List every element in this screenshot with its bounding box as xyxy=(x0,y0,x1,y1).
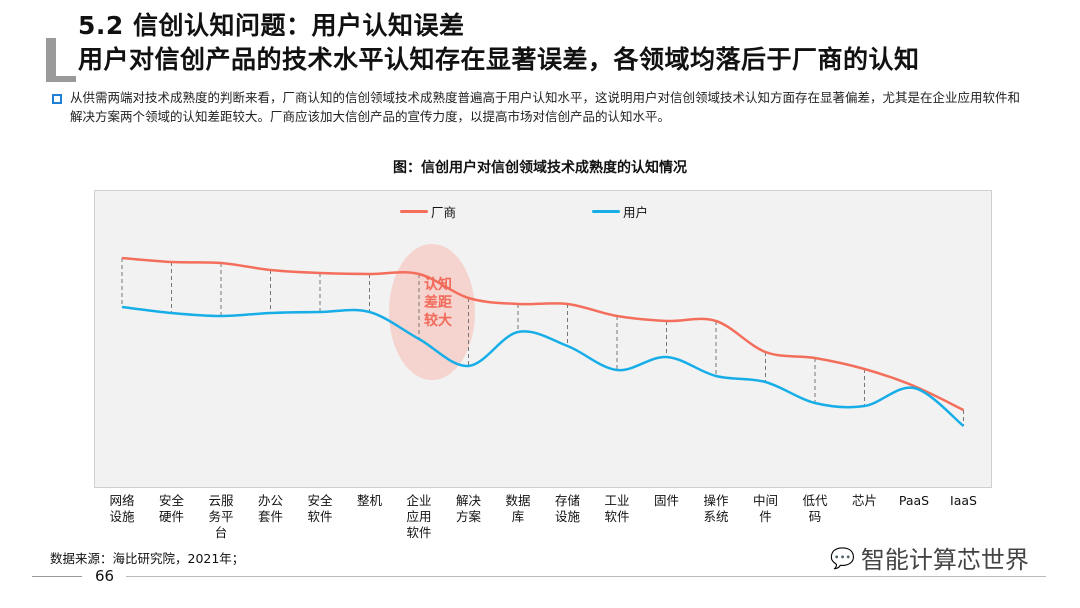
series-line-vendor xyxy=(121,256,965,412)
x-tick-label: 办公套件 xyxy=(257,493,283,524)
x-tick-label: 存储设施 xyxy=(554,493,580,524)
chart-title: 图：信创用户对信创领域技术成熟度的认知情况 xyxy=(393,160,687,176)
page-number: 66 xyxy=(95,567,115,585)
divider xyxy=(32,576,82,577)
x-tick-label: 中间件 xyxy=(752,493,778,524)
gap-highlight-ellipse xyxy=(389,244,475,380)
x-tick-label: PaaS xyxy=(898,493,930,508)
x-tick-label: 低代码 xyxy=(802,493,828,524)
x-tick-label: 操作系统 xyxy=(703,493,729,524)
brand-watermark: 💬 智能计算芯世界 xyxy=(830,540,1029,575)
x-tick-label: 安全硬件 xyxy=(158,493,184,524)
x-tick-label: 企业应用软件 xyxy=(406,493,432,540)
x-tick-label: 安全软件 xyxy=(307,493,333,524)
wechat-icon: 💬 xyxy=(830,545,855,570)
x-tick-label: 数据库 xyxy=(505,493,531,524)
data-source: 数据来源：海比研究院，2021年； xyxy=(50,551,245,566)
page-title: 5.2 信创认知问题：用户认知误差 xyxy=(78,11,465,40)
bullet-icon xyxy=(52,94,62,104)
brand-name: 智能计算芯世界 xyxy=(860,546,1029,574)
x-tick-label: 固件 xyxy=(653,493,679,508)
legend-swatch-vendor xyxy=(400,210,428,213)
title-decoration-base xyxy=(46,76,76,82)
x-tick-label: 网络设施 xyxy=(109,493,135,524)
x-tick-label: 整机 xyxy=(356,493,382,508)
x-tick-label: 解决方案 xyxy=(455,493,481,524)
legend-swatch-user xyxy=(592,210,620,213)
x-tick-label: 工业软件 xyxy=(604,493,630,524)
legend-label: 用户 xyxy=(623,205,649,220)
x-tick-label: 云服务平台 xyxy=(208,493,234,540)
x-tick-label: 芯片 xyxy=(851,493,877,508)
chart-area xyxy=(94,190,992,488)
divider xyxy=(126,576,1046,577)
series-line-user xyxy=(121,305,965,427)
x-tick-label: IaaS xyxy=(950,493,977,508)
gap-annotation: 认知差距较大 xyxy=(424,277,452,329)
page-subtitle: 用户对信创产品的技术水平认知存在显著误差，各领域均落后于厂商的认知 xyxy=(78,45,920,74)
legend-item-user: 用户 xyxy=(592,202,648,221)
legend-item-vendor: 厂商 xyxy=(400,202,456,221)
title-decoration xyxy=(46,38,56,82)
legend-label: 厂商 xyxy=(431,205,457,220)
description-text: 从供需两端对技术成熟度的判断来看，厂商认知的信创领域技术成熟度普遍高于用户认知水… xyxy=(70,90,1021,124)
